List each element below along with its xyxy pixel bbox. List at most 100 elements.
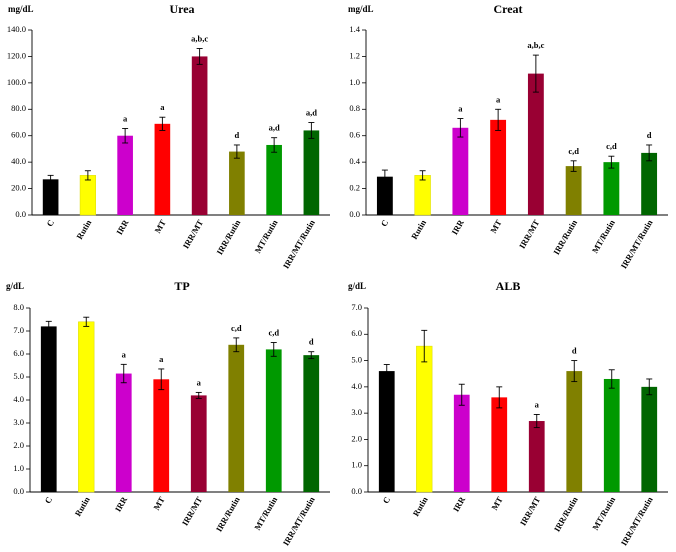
significance-label: c,d	[231, 323, 242, 333]
significance-label: d	[647, 130, 652, 140]
x-category-label: MT/Rutin	[252, 218, 279, 255]
x-category-label: Rutin	[74, 218, 93, 241]
y-tick-label: 6.0	[13, 348, 24, 358]
significance-label: a	[159, 354, 164, 364]
chart-panel-alb: ALB g/dL 0.0 1.0 2.0 3.0 4.0 5.0 6.0 7.0 C Rutin IRR…	[348, 279, 668, 547]
chart-title: Urea	[169, 2, 194, 16]
bar-irr	[115, 373, 132, 492]
chart-title: ALB	[496, 279, 521, 293]
bar-irr-mt	[528, 421, 545, 492]
y-tick-label: 7.0	[13, 325, 24, 335]
bar-mt	[153, 379, 170, 492]
y-tick-label: 40.0	[11, 156, 26, 166]
bar-irr-rutin	[566, 371, 583, 492]
x-category-label: Rutin	[411, 495, 430, 518]
bar-irr	[453, 394, 470, 492]
significance-label: d	[309, 337, 314, 347]
x-category-label: C	[379, 218, 391, 228]
x-category-label: IRR/MT/Rutin	[281, 495, 317, 547]
chart-panel-creat: Creat mg/dL 0.0 0.2 0.4 0.6 0.8 1.0 1.2 1.4 C Rutin…	[348, 2, 668, 270]
y-tick-label: 1.2	[349, 50, 360, 60]
bar-c	[42, 179, 59, 215]
bar-irr-mt-rutin	[641, 386, 658, 492]
y-tick-label: 3.0	[351, 407, 362, 417]
chart-title: Creat	[493, 2, 522, 16]
y-tick-label: 8.0	[13, 302, 24, 312]
x-category-label: IRR	[114, 217, 131, 236]
bar-irr-mt	[190, 395, 207, 492]
bar-mt	[154, 123, 171, 215]
y-tick-label: 0.0	[13, 486, 24, 496]
y-tick-label: 140.0	[7, 24, 26, 34]
bar-rutin	[79, 175, 96, 216]
y-axis-unit: g/dL	[348, 281, 366, 291]
y-tick-label: 7.0	[351, 302, 362, 312]
x-category-label: IRR/MT	[181, 218, 206, 251]
y-tick-label: 5.0	[351, 355, 362, 365]
x-category-label: MT	[152, 218, 168, 235]
y-tick-label: 1.0	[349, 77, 360, 87]
significance-label: d	[572, 346, 577, 356]
x-category-label: IRR/Rutin	[214, 495, 242, 534]
bar-c	[376, 176, 393, 215]
bar-rutin	[416, 345, 433, 493]
y-axis-unit: mg/dL	[348, 4, 374, 14]
x-category-label: IRR	[449, 217, 466, 236]
significance-label: a	[122, 349, 127, 359]
y-axis-unit: mg/dL	[8, 4, 34, 14]
x-category-label: MT	[151, 495, 167, 512]
y-tick-label: 1.0	[13, 463, 24, 473]
significance-label: c,d	[568, 146, 579, 156]
bar-mt-rutin	[603, 162, 620, 215]
y-tick-label: 120.0	[7, 50, 26, 60]
x-category-label: IRR	[451, 494, 468, 513]
x-category-label: MT	[489, 495, 505, 512]
x-category-label: IRR/MT/Rutin	[619, 495, 655, 547]
y-tick-label: 3.0	[13, 417, 24, 427]
bar-mt-rutin	[265, 349, 282, 492]
bar-irr-rutin	[228, 344, 245, 492]
x-category-label: Rutin	[73, 495, 92, 518]
x-category-label: IRR/MT	[518, 495, 543, 528]
y-tick-label: 1.0	[351, 460, 362, 470]
significance-label: a	[160, 102, 165, 112]
x-category-label: IRR/Rutin	[214, 218, 242, 257]
significance-label: c,d	[606, 141, 617, 151]
bar-rutin	[414, 175, 431, 216]
x-category-label: MT	[488, 218, 504, 235]
bar-irr-mt	[191, 56, 208, 215]
y-axis-unit: g/dL	[6, 281, 24, 291]
significance-label: a,d	[306, 108, 317, 118]
bar-mt	[490, 119, 507, 215]
x-category-label: C	[44, 218, 56, 228]
x-category-label: C	[42, 495, 54, 505]
significance-label: a	[535, 399, 540, 409]
y-tick-label: 6.0	[351, 328, 362, 338]
y-tick-label: 0.0	[15, 209, 26, 219]
x-category-label: IRR/Rutin	[551, 218, 579, 257]
y-tick-label: 100.0	[7, 77, 26, 87]
y-tick-label: 2.0	[351, 433, 362, 443]
chart-title: TP	[174, 279, 189, 293]
x-category-label: MT/Rutin	[252, 495, 279, 532]
bar-irr-mt-rutin	[641, 152, 658, 215]
x-category-label: MT/Rutin	[590, 218, 617, 255]
bar-irr	[117, 135, 133, 215]
significance-label: a,b,c	[191, 34, 208, 44]
y-tick-label: 0.0	[349, 209, 360, 219]
y-tick-label: 80.0	[11, 103, 26, 113]
x-category-label: Rutin	[409, 218, 428, 241]
chart-panel-tp: TP g/dL 0.0 1.0 2.0 3.0 4.0 5.0 6.0 7.0 8.0 C Rutin a…	[6, 279, 330, 547]
y-tick-label: 60.0	[11, 130, 26, 140]
bar-mt-rutin	[603, 378, 620, 492]
y-tick-label: 4.0	[13, 394, 24, 404]
y-tick-label: 0.6	[349, 130, 360, 140]
bar-irr-mt-rutin	[303, 355, 320, 492]
significance-label: a	[496, 94, 501, 104]
significance-label: a	[197, 377, 202, 387]
y-tick-label: 5.0	[13, 371, 24, 381]
significance-label: a	[123, 113, 128, 123]
significance-label: a,b,c	[527, 40, 544, 50]
